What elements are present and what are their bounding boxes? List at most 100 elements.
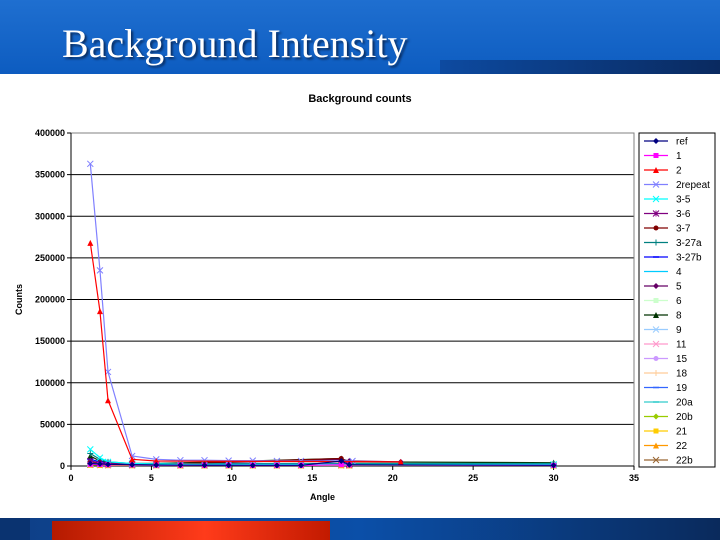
legend-label: 4 xyxy=(676,267,682,278)
series-2repeat xyxy=(86,160,356,465)
y-tick-label: 200000 xyxy=(35,295,65,305)
data-point xyxy=(225,462,232,469)
legend-marker xyxy=(653,356,659,361)
legend-label: 20a xyxy=(676,398,693,409)
data-point xyxy=(96,308,103,315)
x-axis-title: Angle xyxy=(310,492,335,502)
data-point xyxy=(104,397,111,404)
legend-marker xyxy=(652,340,660,348)
data-point xyxy=(201,456,208,464)
legend-marker xyxy=(652,456,660,464)
legend-label: 5 xyxy=(676,282,682,293)
data-point xyxy=(273,462,280,469)
legend-entry: 18 xyxy=(644,369,688,380)
legend-label: 6 xyxy=(676,296,682,307)
legend-marker xyxy=(653,167,659,173)
legend-marker xyxy=(653,298,659,303)
slide-footer-block xyxy=(0,518,30,540)
data-point xyxy=(96,267,104,274)
slide-footer-accent xyxy=(52,521,330,540)
chart-title: Background counts xyxy=(308,93,412,105)
legend-marker xyxy=(653,413,659,420)
y-tick-label: 100000 xyxy=(35,378,65,388)
data-point xyxy=(249,457,257,464)
data-point xyxy=(201,462,208,469)
legend-marker xyxy=(653,312,659,318)
y-tick-label: 400000 xyxy=(35,128,65,138)
legend-label: 22b xyxy=(676,456,693,467)
data-point xyxy=(298,462,305,469)
series-2 xyxy=(87,239,404,465)
data-point xyxy=(346,461,353,468)
x-tick-label: 35 xyxy=(629,473,639,483)
legend-marker xyxy=(653,442,659,449)
x-tick-label: 10 xyxy=(227,473,237,483)
x-tick-label: 15 xyxy=(307,473,317,483)
legend-entry: 19 xyxy=(644,383,688,394)
data-point xyxy=(87,239,94,246)
legend-entry: 3-5 xyxy=(644,195,691,206)
legend: ref 1 2 2repeat 3-5 3-6 3-7 3-27a 3-27b 4 5 6 8 9 11 15… xyxy=(638,132,716,468)
legend-entry: 22 xyxy=(644,441,688,452)
legend-marker xyxy=(652,195,660,203)
legend-marker xyxy=(653,428,659,434)
data-point xyxy=(153,462,160,469)
data-point xyxy=(249,462,256,469)
legend-entry: 21 xyxy=(644,427,688,438)
y-axis-title: Counts xyxy=(14,284,24,315)
data-point xyxy=(397,458,404,465)
data-point xyxy=(550,462,557,469)
legend-label: 9 xyxy=(676,325,682,336)
legend-marker xyxy=(653,225,659,231)
legend-label: 22 xyxy=(676,441,688,452)
legend-label: 15 xyxy=(676,354,688,365)
y-tick-label: 150000 xyxy=(35,336,65,346)
legend-label: 8 xyxy=(676,311,682,322)
data-point xyxy=(96,454,104,462)
data-point xyxy=(87,450,94,457)
legend-marker xyxy=(652,326,660,333)
legend-label: 3-27a xyxy=(676,238,702,249)
legend-label: 18 xyxy=(676,369,688,380)
legend-entry: 3-27b xyxy=(644,253,702,264)
legend-label: ref xyxy=(676,137,688,148)
legend-label: 1 xyxy=(676,151,682,162)
legend-entry: 22b xyxy=(644,456,693,467)
data-point xyxy=(129,456,136,463)
legend-label: 20b xyxy=(676,412,693,423)
legend-entry: 3-27a xyxy=(644,238,702,249)
legend-entry: 15 xyxy=(644,354,688,365)
legend-label: 3-27b xyxy=(676,253,702,264)
legend-label: 2repeat xyxy=(676,180,710,191)
legend-entry: 2 xyxy=(644,166,682,177)
legend-entry: 3-7 xyxy=(644,224,691,235)
data-point xyxy=(177,456,184,464)
data-point xyxy=(153,458,160,465)
data-point xyxy=(338,462,344,468)
legend-marker xyxy=(652,210,660,217)
legend-entry: 5 xyxy=(644,282,682,293)
legend-label: 3-7 xyxy=(676,224,691,235)
data-point xyxy=(338,458,345,465)
legend-entry: 20b xyxy=(644,412,693,423)
y-tick-label: 350000 xyxy=(35,170,65,180)
legend-label: 11 xyxy=(676,340,687,351)
series-line xyxy=(90,460,554,466)
legend-marker xyxy=(653,370,659,376)
legend-marker xyxy=(653,283,659,289)
legend-marker xyxy=(653,138,659,144)
legend-entry: 8 xyxy=(644,311,682,322)
data-point xyxy=(104,461,111,468)
legend-entry: 20a xyxy=(644,398,693,409)
series-line xyxy=(89,242,401,463)
x-tick-label: 0 xyxy=(68,473,73,483)
legend-entry: 11 xyxy=(644,340,687,351)
data-point xyxy=(86,445,94,453)
legend-label: 2 xyxy=(676,166,682,177)
axes: 0 50000 100000 150000 200000 250000 300000 3500… xyxy=(14,128,639,502)
y-tick-label: 250000 xyxy=(35,253,65,263)
legend-label: 3-5 xyxy=(676,195,691,206)
legend-entry: 1 xyxy=(644,151,682,162)
series-ref xyxy=(87,458,557,469)
